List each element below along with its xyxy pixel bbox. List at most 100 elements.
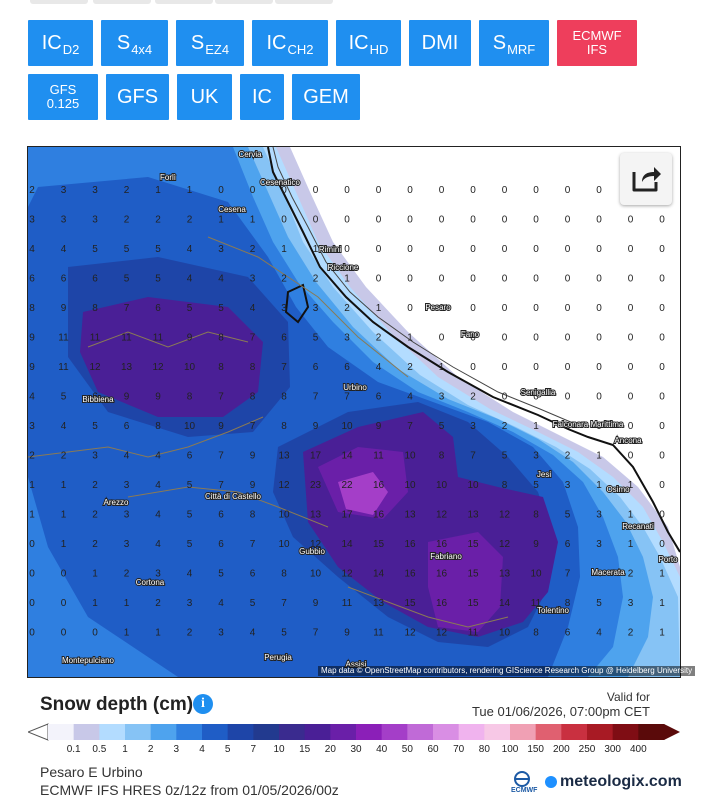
scale-min-arrow — [28, 723, 49, 741]
grid-value: 0 — [439, 333, 445, 344]
grid-value: 3 — [92, 451, 98, 462]
grid-value: 0 — [61, 569, 67, 580]
grid-value: 0 — [596, 421, 602, 432]
snow-depth-map[interactable]: 2332110000000000000003332221100000000000… — [27, 146, 681, 678]
grid-value: 1 — [250, 215, 256, 226]
scale-segment — [73, 724, 100, 740]
grid-value: 0 — [281, 215, 287, 226]
grid-value: 1 — [61, 510, 67, 521]
grid-value: 2 — [470, 392, 476, 403]
grid-value: 0 — [344, 244, 350, 255]
grid-value: 0 — [596, 392, 602, 403]
grid-value: 9 — [313, 598, 319, 609]
top-tab-stub[interactable] — [93, 0, 151, 4]
top-tab-stub[interactable] — [275, 0, 333, 4]
grid-value: 0 — [439, 244, 445, 255]
model-button-icch2[interactable]: IC CH2 — [252, 20, 328, 66]
model-button-dmi[interactable]: DMI — [409, 20, 471, 66]
share-button[interactable] — [620, 153, 672, 205]
grid-value: 3 — [533, 451, 539, 462]
grid-value: 4 — [155, 539, 161, 550]
place-label: Fabriano — [430, 552, 462, 561]
grid-value: 9 — [155, 392, 161, 403]
model-button-sublabel: IFS — [586, 42, 608, 57]
map-attribution: Map data © OpenStreetMap contributors, r… — [318, 666, 696, 676]
grid-value: 8 — [533, 510, 539, 521]
grid-value: 8 — [281, 392, 287, 403]
grid-value: 5 — [439, 421, 445, 432]
model-button-gfs[interactable]: GFS — [106, 74, 169, 120]
model-button-gfs0125[interactable]: GFS 0.125 — [28, 74, 98, 120]
globe-icon — [545, 776, 557, 788]
top-tab-stub[interactable] — [30, 0, 88, 4]
model-button-label: DMI — [421, 31, 459, 54]
grid-value: 0 — [61, 628, 67, 639]
model-button-ichd[interactable]: IC HD — [336, 20, 401, 66]
grid-value: 16 — [373, 510, 385, 521]
grid-value: 5 — [124, 274, 130, 285]
grid-value: 13 — [499, 569, 511, 580]
grid-value: 0 — [250, 185, 256, 196]
scale-tick-label: 40 — [376, 744, 388, 755]
top-tab-stub[interactable] — [155, 0, 213, 4]
scale-tick-label: 60 — [427, 744, 439, 755]
grid-value: 5 — [502, 451, 508, 462]
scale-tick-label: 200 — [552, 744, 570, 755]
scale-tick-label: 250 — [578, 744, 596, 755]
grid-value: 16 — [373, 480, 385, 491]
scale-segment — [510, 724, 537, 740]
grid-value: 0 — [470, 185, 476, 196]
grid-value: 1 — [313, 244, 319, 255]
info-icon[interactable]: i — [193, 694, 213, 714]
model-button-gem[interactable]: GEM — [292, 74, 360, 120]
grid-value: 0 — [659, 215, 665, 226]
grid-value: 4 — [29, 392, 35, 403]
valid-time: Tue 01/06/2026, 07:00pm CET — [471, 704, 650, 719]
grid-value: 15 — [467, 539, 479, 550]
grid-value: 7 — [218, 392, 224, 403]
grid-value: 2 — [344, 303, 350, 314]
place-label: Cesenatico — [260, 178, 301, 187]
grid-value: 14 — [341, 539, 353, 550]
grid-value: 0 — [565, 421, 571, 432]
grid-value: 0 — [565, 185, 571, 196]
grid-value: 15 — [373, 539, 385, 550]
grid-value: 0 — [628, 392, 634, 403]
model-button-smrf[interactable]: S MRF — [479, 20, 549, 66]
grid-value: 0 — [502, 303, 508, 314]
grid-value: 11 — [58, 333, 69, 344]
grid-value: 22 — [341, 480, 353, 491]
grid-value: 0 — [439, 274, 445, 285]
grid-value: 2 — [376, 333, 382, 344]
model-button-sez4[interactable]: S EZ4 — [176, 20, 244, 66]
top-tab-stub[interactable] — [215, 0, 273, 4]
grid-value: 4 — [596, 569, 602, 580]
grid-value: 0 — [659, 539, 665, 550]
grid-value: 10 — [184, 421, 196, 432]
grid-value: 2 — [92, 510, 98, 521]
grid-value: 0 — [628, 244, 634, 255]
grid-value: 6 — [92, 392, 98, 403]
meteologix-logo[interactable]: meteologix.com — [545, 773, 682, 791]
model-button-uk[interactable]: UK — [177, 74, 232, 120]
place-label: Macerata — [591, 568, 625, 577]
grid-value: 2 — [92, 480, 98, 491]
place-label: Porto — [658, 555, 678, 564]
grid-value: 1 — [659, 628, 665, 639]
grid-value: 5 — [187, 539, 193, 550]
model-button-icd2[interactable]: IC D2 — [28, 20, 93, 66]
grid-value: 1 — [61, 480, 67, 491]
grid-value: 14 — [341, 451, 353, 462]
grid-value: 1 — [659, 569, 665, 580]
model-button-ecmwfifs[interactable]: ECMWF IFS — [557, 20, 637, 66]
grid-value: 3 — [596, 510, 602, 521]
grid-value: 2 — [124, 185, 130, 196]
model-button-ic[interactable]: IC — [240, 74, 284, 120]
grid-value: 0 — [470, 244, 476, 255]
grid-value: 16 — [404, 569, 416, 580]
grid-value: 7 — [470, 451, 476, 462]
grid-value: 1 — [155, 185, 161, 196]
grid-value: 5 — [155, 244, 161, 255]
model-button-s4x4[interactable]: S 4x4 — [101, 20, 168, 66]
place-label: Ancona — [614, 436, 642, 445]
